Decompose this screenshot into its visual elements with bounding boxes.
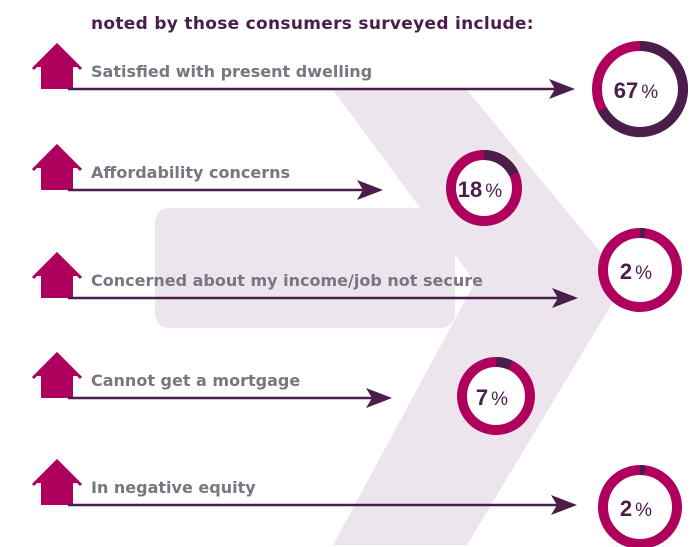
house-icon	[35, 254, 79, 298]
house-roof-icon	[31, 143, 83, 172]
house-icon	[35, 461, 79, 505]
donut-value-label: 2%	[620, 496, 652, 521]
donut-value-arc	[495, 357, 513, 370]
category-label: Cannot get a mortgage	[91, 371, 300, 390]
donut-value-arc	[597, 41, 688, 137]
arrow-head-icon	[549, 79, 575, 99]
header-text: noted by those consumers surveyed includ…	[91, 14, 534, 34]
category-label: Concerned about my income/job not secure	[91, 271, 483, 290]
category-label: Affordability concerns	[91, 163, 290, 182]
donut-value-label: 2%	[620, 259, 652, 284]
donut-value-label: 18%	[458, 177, 502, 202]
house-roof-icon	[31, 42, 83, 71]
arrow-head-icon	[366, 388, 392, 408]
house-icon	[35, 146, 79, 190]
donut-value-label: 67%	[614, 78, 658, 103]
category-label: In negative equity	[91, 478, 256, 497]
category-label: Satisfied with present dwelling	[91, 62, 372, 81]
house-roof-icon	[31, 251, 83, 280]
arrow-head-icon	[551, 495, 577, 515]
donut-value-label: 7%	[476, 385, 508, 410]
arrow-head-icon	[552, 288, 578, 308]
arrow-head-icon	[357, 180, 383, 200]
house-roof-icon	[31, 351, 83, 380]
background-chevron-bar	[155, 208, 455, 328]
background-chevron	[333, 90, 625, 545]
house-roof-icon	[31, 458, 83, 487]
house-icon	[35, 354, 79, 398]
house-icon	[35, 45, 79, 89]
donut-value-arc	[483, 150, 519, 177]
